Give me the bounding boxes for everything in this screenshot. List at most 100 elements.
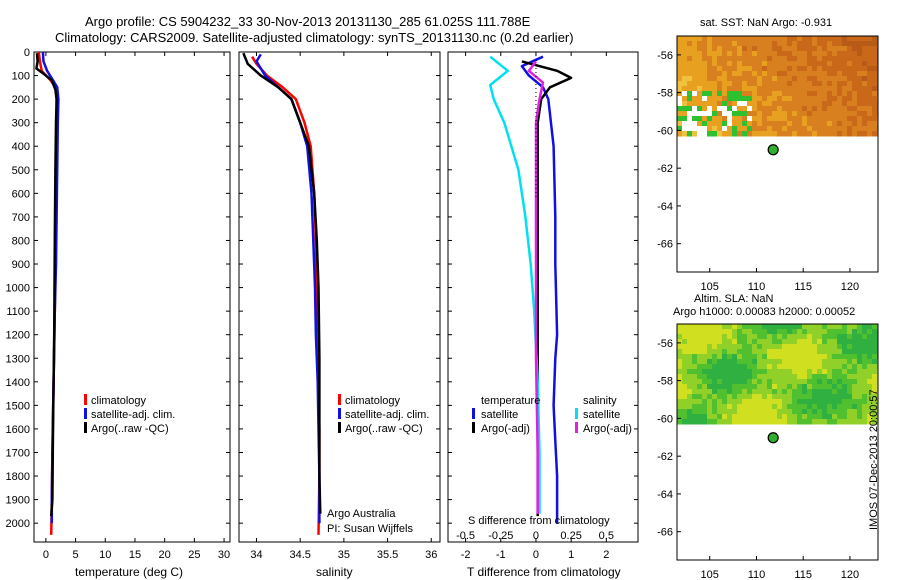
map-cell [682,86,688,92]
map-cell [747,329,753,335]
map-cell [792,389,798,395]
map-cell [772,384,778,390]
map-cell [842,414,848,420]
map-cell [707,414,713,420]
map-cell [827,56,833,62]
map-cell [817,404,823,410]
map-cell [832,66,838,72]
map-cell [737,374,743,380]
map-cell [817,76,823,82]
map-cell [692,111,698,117]
map-cell [732,404,738,410]
map-cell [797,71,803,77]
map-cell [822,66,828,72]
map-cell [797,324,803,330]
lat-tick-label: -56 [657,338,673,350]
map-cell [822,131,828,137]
map-cell [737,344,743,350]
map-cell [707,66,713,72]
map-cell [752,334,758,340]
map-cell [862,399,868,405]
map-cell [837,399,843,405]
map-cell [852,374,858,380]
map-cell [752,126,758,132]
map-cell [782,91,788,97]
map-cell [787,394,793,400]
map-cell [827,354,833,360]
map-cell [762,394,768,400]
map-cell [767,344,773,350]
map-cell [717,106,723,112]
map-cell [747,394,753,400]
map-cell [857,334,863,340]
map-cell [722,369,728,375]
map-cell [787,354,793,360]
map-cell [727,96,733,102]
map-cell [837,96,843,102]
map-cell [687,81,693,87]
series-line-climatology [251,56,321,535]
map-cell [687,91,693,97]
map-cell [812,131,818,137]
map-cell [857,76,863,82]
map-cell [842,339,848,345]
header-line1: Argo profile: CS 5904232_33 30-Nov-2013 … [85,14,531,29]
map-cell [827,81,833,87]
map-cell [832,399,838,405]
map-cell [827,399,833,405]
map-cell [872,324,878,330]
map-cell [682,101,688,107]
map-cell [837,66,843,72]
salinity-xlabel: salinity [316,565,353,579]
map-cell [757,56,763,62]
map-cell [732,41,738,47]
map-cell [852,364,858,370]
map-cell [857,339,863,345]
lon-tick-label: 120 [841,281,859,293]
map-cell [767,86,773,92]
map-cell [867,389,873,395]
map-cell [792,116,798,122]
map-cell [872,394,878,400]
map-cell [767,394,773,400]
map-cell [867,369,873,375]
map-cell [797,344,803,350]
map-cell [782,121,788,127]
map-cell [852,51,858,57]
map-cell [777,121,783,127]
map-cell [697,91,703,97]
map-cell [777,329,783,335]
map-cell [747,61,753,67]
map-cell [732,91,738,97]
map-cell [677,131,683,137]
map-cell [802,71,808,77]
map-cell [677,86,683,92]
map-cell [787,364,793,370]
map-cell [692,116,698,122]
map-cell [827,66,833,72]
map-cell [817,394,823,400]
lat-tick-label: -58 [657,88,673,100]
map-cell [722,404,728,410]
map-cell [827,389,833,395]
map-cell [752,399,758,405]
map-cell [827,384,833,390]
map-cell [777,379,783,385]
map-cell [847,126,853,132]
map-cell [777,46,783,52]
map-cell [787,359,793,365]
map-cell [752,374,758,380]
map-cell [812,364,818,370]
map-cell [807,41,813,47]
depth-tick-label: 700 [12,212,30,224]
map-cell [857,81,863,87]
map-cell [802,116,808,122]
map-cell [817,121,823,127]
map-cell [777,86,783,92]
map-cell [732,374,738,380]
map-cell [852,101,858,107]
map-cell [797,354,803,360]
map-cell [757,354,763,360]
map-cell [777,61,783,67]
map-cell [787,41,793,47]
